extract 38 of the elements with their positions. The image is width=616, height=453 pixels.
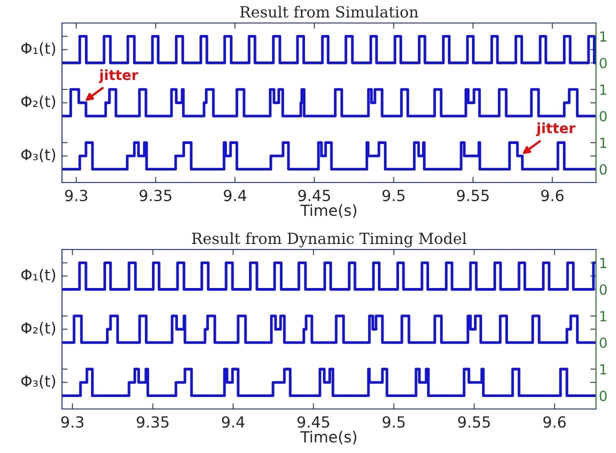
x-tick-label: 9.6 [541,190,564,202]
x-tick-label: 9.5 [382,190,404,202]
y-tick-label: 0 [600,164,607,175]
chart-title: Result from Dynamic Timing Model [192,232,466,248]
y-tick-label: 1 [600,84,606,95]
x-tick-label: 9.5 [382,416,405,428]
x-tick-label: 9.3 [61,416,84,428]
y-axis-title: Φ₂(t) [21,322,56,336]
y-tick-label: 0 [600,58,607,68]
x-tick-label: 9.3 [65,190,88,202]
x-tick-label: 9.35 [136,416,168,428]
y-tick-label: 0 [600,284,607,295]
y-axis-title: Φ₃(t) [21,148,56,162]
x-tick-label: 9.55 [456,190,489,202]
x-tick-label: 9.45 [298,190,330,202]
y-tick-label: 1 [600,138,606,148]
y-axis-title: Φ₃(t) [21,375,56,389]
x-axis-title: Time(s) [300,204,356,218]
y-tick-label: 1 [600,258,606,268]
chart-title: Result from Simulation [240,6,418,18]
x-tick-label: 9.4 [224,190,246,202]
y-tick-label: 0 [600,111,607,122]
y-tick-label: 1 [600,31,606,42]
x-tick-label: 9.6 [543,416,566,428]
annotation: jitter [98,69,138,83]
annotation: jitter [536,122,576,136]
y-axis-title: Φ₂(t) [21,95,56,109]
y-axis-title: Φ₁(t) [21,268,56,282]
x-tick-label: 9.35 [140,190,172,202]
y-tick-label: 0 [600,390,607,402]
y-tick-label: 1 [600,311,606,322]
y-axis-title: Φ₁(t) [21,42,56,56]
x-tick-label: 9.45 [297,416,330,428]
y-tick-label: 0 [600,338,607,348]
x-axis-title: Time(s) [300,430,356,444]
x-tick-label: 9.4 [222,416,244,428]
y-tick-label: 1 [600,364,606,374]
x-tick-label: 9.55 [458,416,490,428]
